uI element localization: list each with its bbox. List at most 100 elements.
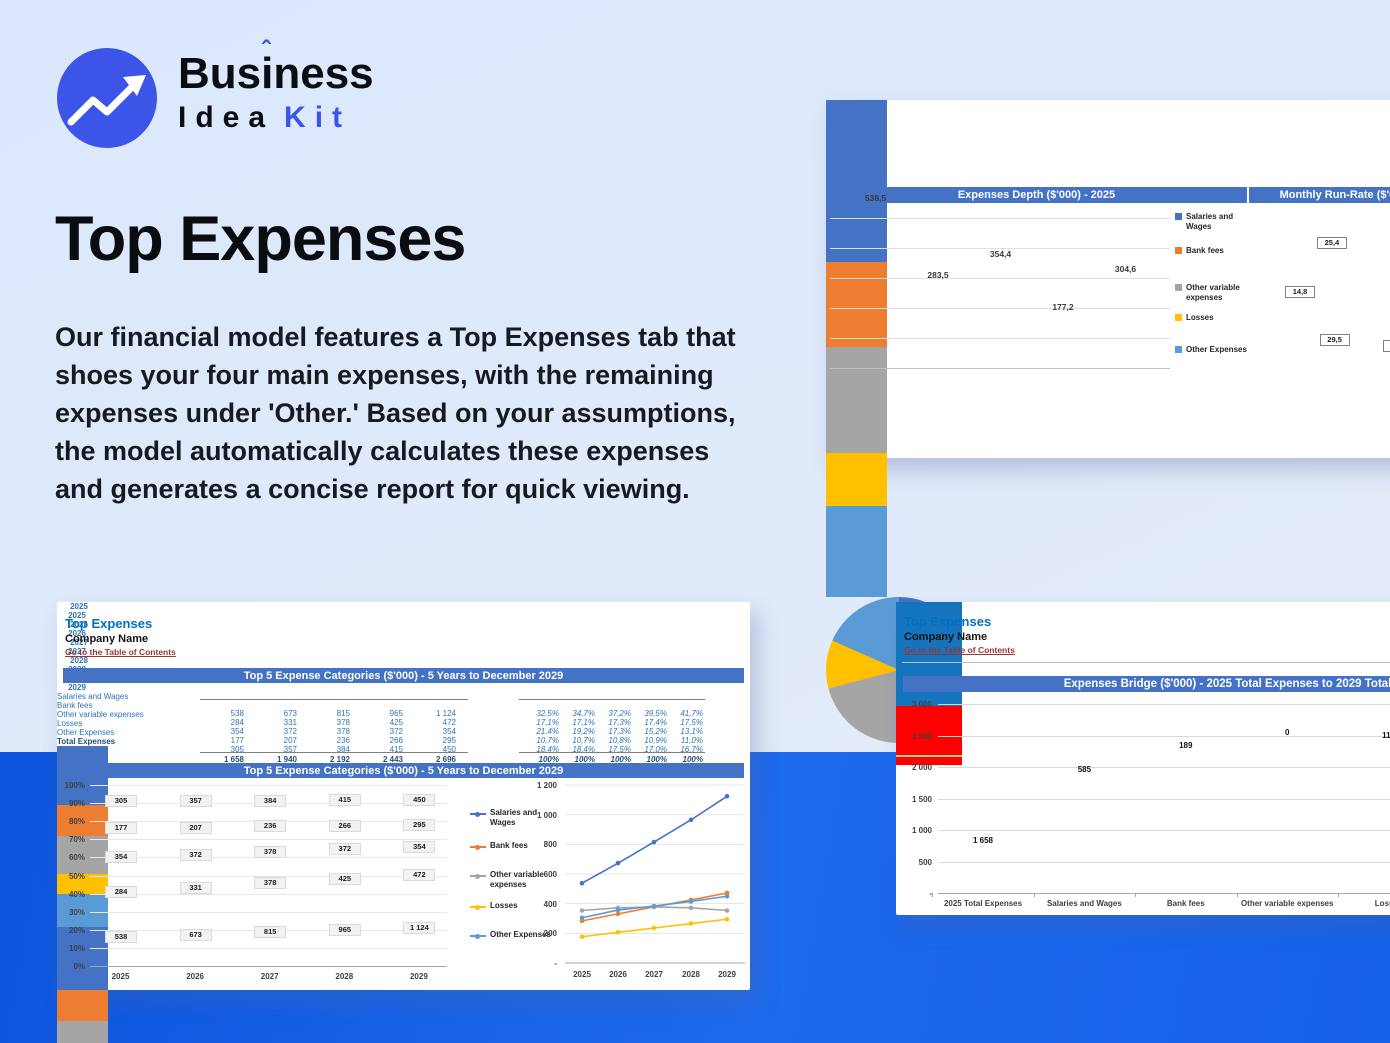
cell-value: 450 [442,745,456,754]
pie-label-bank-fees: 23,6 [1383,340,1390,353]
wf-xtick-salaries-and-wages: Salaries and Wages [1046,899,1122,908]
cell-pct: 39,5% [644,709,667,718]
divider [902,662,1390,663]
line-xtick-2026: 2026 [609,970,627,979]
total-value: 2 696 [435,755,456,764]
line-chart-top5 [565,784,745,964]
seg-label-losses-2029: 295 [403,819,436,832]
table-of-contents-link[interactable]: Go to the Table of Contents [904,645,1015,655]
x-axis [90,966,447,967]
seg-other-variable-expenses-2026 [57,1020,108,1043]
wf-ytick-6: - [929,889,932,898]
bar-label-salaries-and-wages: 538,5 [864,193,887,204]
cell-pct: 11,0% [680,736,703,745]
ytick-10: 10% [68,943,85,953]
year-header-pct-2029: 2029 [68,683,86,692]
wf-label-salaries-and-wages: 585 [1077,765,1092,775]
legend-label-salaries-and-wages: Salaries and Wages [1186,212,1234,231]
legend-dot-other-variable-expenses [475,873,480,879]
legend-label-losses: Losses [490,901,518,910]
marker-bank-fees [724,890,730,896]
gridline [830,308,1170,309]
legend-dot-bank-fees [475,844,480,850]
cell-pct: 10,7% [572,736,595,745]
cell-value: 673 [283,709,297,718]
seg-label-losses-2025: 177 [105,821,137,834]
cell-value: 331 [283,718,297,727]
sheet-company-name: Company Name [904,631,988,643]
seg-label-salaries-and-wages-2025: 538 [105,930,137,943]
total-value: 2 192 [329,755,350,764]
wf-label-other-variable-expenses: 0 [1284,727,1290,737]
line-xtick-2025: 2025 [573,970,591,979]
cell-pct: 13,1% [680,727,703,736]
marker-other-expenses [724,893,730,899]
brand-kit: Kit [284,101,352,134]
bar-salaries-and-wages [826,100,887,262]
cell-value: 357 [283,745,297,754]
gridline [90,893,447,895]
gridline [938,704,1390,705]
sheet-title: Top Expenses [904,614,992,629]
chart-header-top5: Top 5 Expense Categories ($'000) - 5 Yea… [63,763,744,778]
cell-pct: 16,7% [680,745,703,754]
seg-label-other-expenses-2026: 357 [179,795,212,808]
card-top5-expense-categories: Top Expenses Company Name Go to the Tabl… [57,602,750,1043]
seg-bank-fees-2026 [57,989,108,1021]
wf-tick [1033,893,1035,897]
ytick-40: 40% [68,889,85,899]
card-expenses-bridge: Top Expenses Company Name Go to the Tabl… [896,602,1390,915]
seg-label-other-expenses-2028: 415 [328,794,361,807]
marker-losses [688,921,694,926]
total-pct: 100% [574,755,595,764]
ytick-100: 100% [64,781,85,790]
gridline [90,947,447,949]
legend-dot-other-expenses [475,933,480,939]
cell-value: 372 [283,727,297,736]
line-ytick-1: 1 000 [536,810,557,820]
ytick-60: 60% [68,853,85,863]
bar-other-variable-expenses [826,346,887,453]
table-header-top5: Top 5 Expense Categories ($'000) - 5 Yea… [63,668,744,683]
wf-ytick-5: 500 [918,857,932,867]
legend-swatch-bank-fees [1175,247,1182,254]
wf-bar-bank-fees [896,743,962,756]
wf-tick [1236,893,1238,897]
marker-other-expenses [579,915,585,921]
brand-wordmark: Busi ˆ ness Idea Kit [178,37,374,134]
total-topline-pct [519,752,705,753]
brand-logo-icon [57,48,157,148]
line-xtick-2027: 2027 [645,970,663,979]
legend-dot-losses [475,904,480,910]
cell-pct: 17,1% [536,718,559,727]
cell-pct: 17,5% [680,718,703,727]
total-pct: 100% [646,755,667,764]
table-of-contents-link[interactable]: Go to the Table of Contents [65,647,176,657]
cell-value: 378 [336,727,350,736]
row-label-salaries-and-wages: Salaries and Wages [57,692,129,701]
legend-swatch-losses [1175,314,1182,321]
seg-label-bank-fees-2026: 331 [179,881,212,894]
gridline [90,839,447,841]
marker-bank-fees [615,911,621,917]
brand-idea: Idea [178,101,275,134]
x-axis [830,368,1170,369]
marker-losses [579,934,585,940]
cell-value: 472 [442,718,456,727]
cell-pct: 17,4% [644,718,667,727]
header-underline-pct [519,699,705,700]
bar-label-losses: 177,2 [1052,301,1074,312]
ytick-50: 50% [68,871,85,881]
marker-salaries-and-wages [615,860,621,866]
brand-line1: Busi ˆ ness [178,37,374,96]
row-label-other-variable-expenses: Other variable expenses [57,710,144,719]
bar-bank-fees [826,261,887,347]
ytick-30: 30% [68,907,85,917]
gridline [938,798,1390,800]
wf-ytick-3: 1 500 [911,794,932,804]
marker-other-expenses [615,907,621,913]
xtick-2026: 2026 [186,972,204,981]
row-label-losses: Losses [57,719,83,728]
line-xtick-2029: 2029 [718,970,736,979]
gridline [830,218,1170,219]
